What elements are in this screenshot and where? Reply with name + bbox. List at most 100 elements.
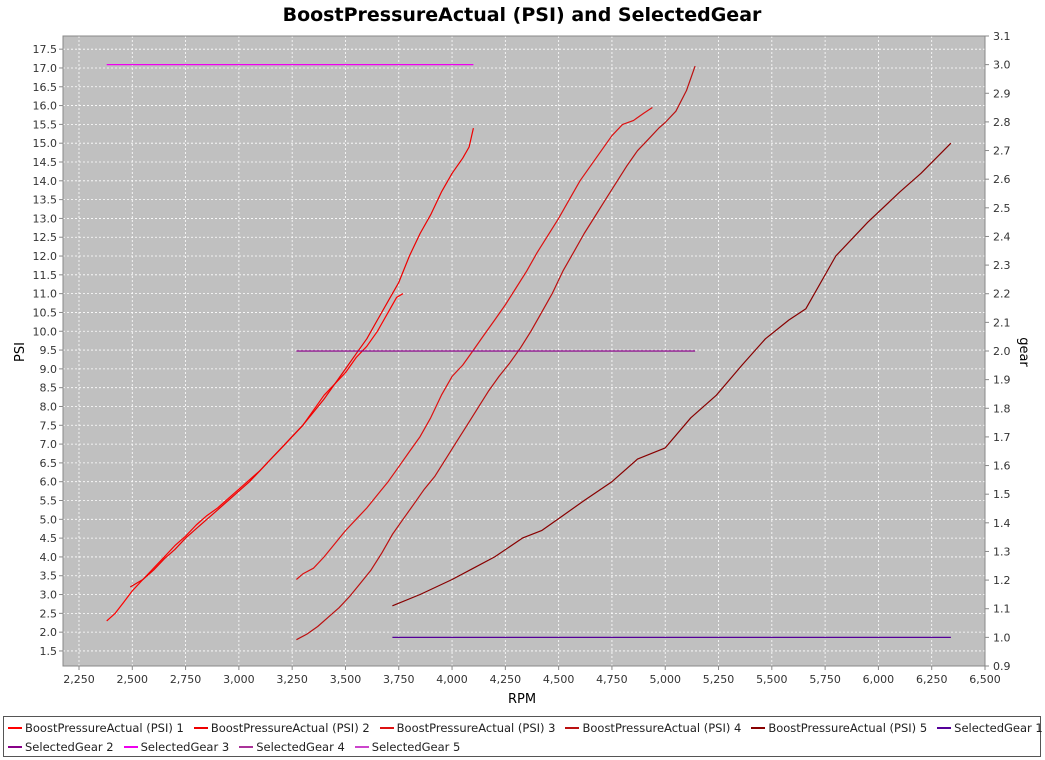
y2-tick-label: 2.3 [993, 259, 1011, 272]
y2-tick-label: 1.0 [993, 631, 1011, 644]
legend-label: SelectedGear 3 [140, 740, 230, 754]
y2-tick-label: 1.1 [993, 603, 1011, 616]
legend-item: SelectedGear 2 [8, 740, 114, 754]
y-tick-label: 3.5 [40, 570, 58, 583]
legend-label: SelectedGear 2 [25, 740, 114, 754]
series-layer [106, 63, 952, 641]
x-tick-label: 4,000 [436, 673, 468, 686]
y-tick-label: 9.5 [40, 344, 58, 357]
y-tick-label: 3.0 [40, 589, 58, 602]
y2-tick-label: 1.3 [993, 545, 1011, 558]
legend-item: SelectedGear 4 [239, 740, 345, 754]
legend-swatch [379, 727, 394, 729]
legend-label: BoostPressureActual (PSI) 4 [582, 721, 742, 735]
x-axis-label: RPM [508, 692, 536, 707]
grid-lines [63, 36, 986, 666]
y2-tick-label: 1.6 [993, 460, 1011, 473]
chart-title: BoostPressureActual (PSI) and SelectedGe… [283, 4, 762, 26]
x-tick-label: 3,000 [223, 673, 255, 686]
legend-swatch [8, 746, 22, 748]
y-tick-label: 8.5 [40, 382, 58, 395]
y-tick-label: 6.5 [40, 457, 58, 470]
x-tick-label: 4,500 [543, 673, 575, 686]
y-axis-left: 1.5 2.0 2.5 3.0 3.5 4.0 4.5 5.0 5.5 6.0 6.5 7.0 7.5 8… [33, 43, 63, 658]
legend-label: SelectedGear 4 [256, 740, 345, 754]
y2-tick-label: 2.4 [993, 230, 1011, 243]
y2-tick-label: 2.2 [993, 288, 1011, 301]
legend-item: SelectedGear 3 [123, 740, 230, 754]
y-tick-label: 9.0 [40, 363, 58, 376]
legend-item: BoostPressureActual (PSI) 5 [751, 721, 927, 735]
y-tick-label: 13.5 [33, 194, 58, 207]
y-tick-label: 17.5 [33, 43, 58, 56]
legend-label: SelectedGear 5 [371, 740, 461, 754]
y2-tick-label: 1.9 [993, 374, 1011, 387]
y-tick-label: 2.5 [40, 607, 58, 620]
y-tick-label: 12.5 [33, 231, 58, 244]
series-line-3 [296, 106, 653, 580]
y-tick-label: 11.5 [33, 269, 58, 282]
series-line-5 [392, 142, 952, 607]
legend-item: BoostPressureActual (PSI) 4 [565, 721, 741, 735]
x-tick-label: 4,750 [596, 673, 628, 686]
y2-tick-label: 2.8 [993, 116, 1011, 129]
x-tick-label: 2,750 [170, 673, 202, 686]
y-tick-label: 5.5 [40, 495, 58, 508]
series-line-1 [106, 293, 404, 622]
x-tick-label: 6,500 [969, 673, 1001, 686]
legend-item: SelectedGear 5 [354, 740, 461, 754]
legend-item: BoostPressureActual (PSI) 1 [8, 721, 184, 735]
legend-item: SelectedGear 1 [937, 721, 1043, 735]
legend-swatch [193, 727, 208, 729]
y-tick-label: 14.0 [33, 175, 58, 188]
legend-row: BoostPressureActual (PSI) 1 BoostPressure… [8, 721, 1045, 735]
chart-canvas: BoostPressureActual (PSI) and SelectedGe… [13, 4, 1031, 707]
y-tick-label: 8.0 [40, 400, 58, 413]
y2-tick-label: 1.5 [993, 488, 1011, 501]
y-tick-label: 17.0 [33, 62, 58, 75]
legend-swatch [8, 727, 22, 729]
x-tick-label: 2,250 [63, 673, 95, 686]
y-tick-label: 15.5 [33, 118, 58, 131]
legend-label: BoostPressureActual (PSI) 3 [396, 721, 556, 735]
legend-swatch [239, 746, 254, 748]
x-tick-label: 5,250 [703, 673, 735, 686]
legend-label: BoostPressureActual (PSI) 1 [25, 721, 184, 735]
legend-swatch [937, 727, 952, 729]
y2-tick-label: 1.2 [993, 574, 1011, 587]
x-tick-label: 6,000 [863, 673, 895, 686]
y-tick-label: 4.5 [40, 532, 58, 545]
x-tick-label: 2,500 [117, 673, 149, 686]
legend: BoostPressureActual (PSI) 1 BoostPressure… [3, 716, 1043, 757]
x-tick-label: 3,500 [330, 673, 362, 686]
y-axis-right: 0.9 1.0 1.1 1.2 1.3 1.4 1.5 1.6 1.7 1.8 1.9 2.0 2.1 2… [985, 30, 1011, 673]
x-tick-label: 3,250 [276, 673, 308, 686]
legend-swatch [565, 727, 580, 729]
series-line-2 [129, 127, 474, 588]
y-tick-label: 6.0 [40, 476, 58, 489]
y2-tick-label: 2.1 [993, 316, 1011, 329]
x-tick-label: 5,000 [649, 673, 681, 686]
y2-tick-label: 2.0 [993, 345, 1011, 358]
legend-item: BoostPressureActual (PSI) 2 [193, 721, 370, 735]
y-tick-label: 12.0 [33, 250, 58, 263]
series-line-4 [296, 65, 696, 641]
y-tick-label: 7.5 [40, 419, 58, 432]
x-tick-label: 4,250 [490, 673, 522, 686]
y2-tick-label: 2.5 [993, 202, 1011, 215]
y-tick-label: 4.0 [40, 551, 58, 564]
y-tick-label: 15.0 [33, 137, 58, 150]
y-axis-label: PSI [13, 342, 28, 362]
legend-label: BoostPressureActual (PSI) 2 [210, 721, 370, 735]
y-tick-label: 10.5 [33, 306, 58, 319]
y-tick-label: 5.0 [40, 513, 58, 526]
legend-label: SelectedGear 1 [954, 721, 1043, 735]
y-tick-label: 16.5 [33, 81, 58, 94]
x-tick-label: 5,750 [809, 673, 841, 686]
y-tick-label: 11.0 [33, 288, 58, 301]
y2-tick-label: 1.7 [993, 431, 1011, 444]
y-tick-label: 1.5 [40, 645, 58, 658]
legend-label: BoostPressureActual (PSI) 5 [768, 721, 928, 735]
y2-tick-label: 2.9 [993, 87, 1011, 100]
y-tick-label: 2.0 [40, 626, 58, 639]
